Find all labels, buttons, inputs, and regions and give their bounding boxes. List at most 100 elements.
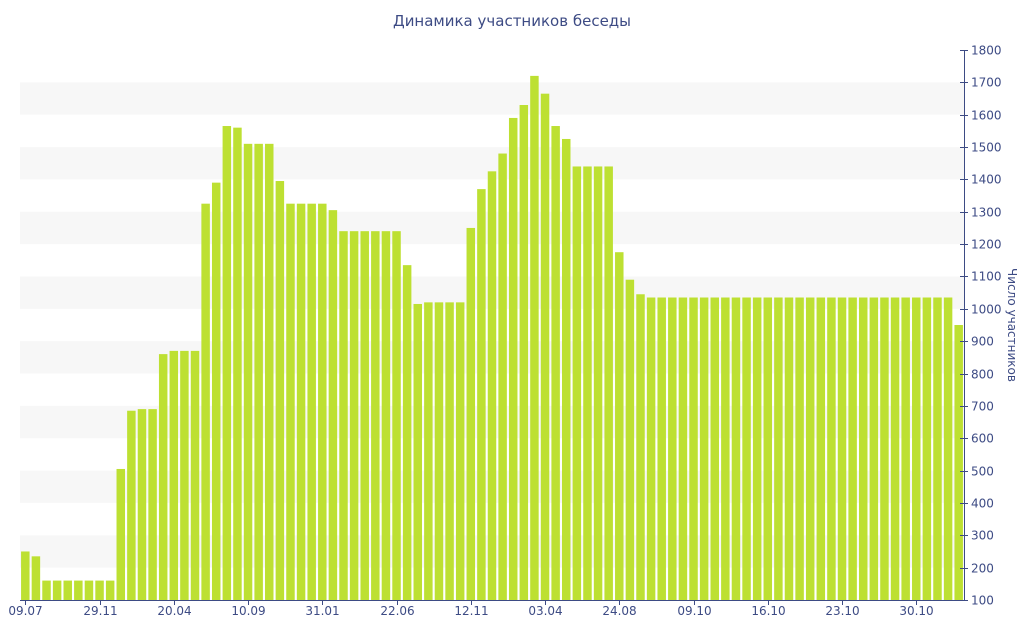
bar (148, 409, 157, 600)
bar (201, 203, 210, 601)
bar (954, 325, 963, 600)
bar (774, 297, 783, 600)
bar (933, 297, 942, 600)
bar (413, 303, 422, 600)
y-tick-label: 100 (971, 594, 994, 608)
bar (901, 297, 910, 600)
x-tick-label: 03.04 (528, 604, 562, 618)
bar (880, 297, 889, 600)
bar (646, 297, 656, 600)
bar (105, 580, 115, 600)
bar (318, 203, 327, 601)
bar (593, 166, 603, 600)
bar (243, 143, 253, 600)
bar (583, 166, 592, 600)
bar (731, 297, 741, 600)
bar (943, 297, 953, 600)
bar (211, 182, 221, 600)
x-tick-label: 20.04 (157, 604, 191, 618)
bar (74, 580, 83, 600)
bar (689, 297, 698, 600)
bar (848, 297, 857, 600)
x-tick-label: 10.09 (231, 604, 265, 618)
bar (625, 279, 635, 600)
bar (721, 297, 730, 600)
bar (137, 409, 147, 600)
bar (710, 297, 719, 600)
bar (890, 297, 900, 600)
bar (678, 297, 688, 600)
y-tick-label: 900 (971, 335, 994, 349)
x-tick-label: 24.08 (602, 604, 636, 618)
y-tick-label: 1800 (971, 44, 1002, 58)
bar (455, 302, 465, 600)
bar (307, 203, 316, 601)
chart-title: Динамика участников беседы (392, 12, 632, 30)
y-tick-label: 500 (971, 465, 994, 479)
bar (636, 294, 645, 600)
bar (508, 117, 518, 601)
bar (296, 203, 306, 601)
x-tick-label: 23.10 (825, 604, 859, 618)
bar (31, 556, 41, 600)
y-tick-label: 1200 (971, 238, 1002, 252)
y-tick-label: 200 (971, 562, 994, 576)
x-tick-label: 31.01 (305, 604, 339, 618)
bar (827, 297, 836, 600)
bar (752, 297, 762, 600)
x-tick-label: 30.10 (899, 604, 933, 618)
bar (466, 227, 476, 601)
x-tick-label: 29.11 (83, 604, 117, 618)
bar (858, 297, 868, 600)
bar (816, 297, 826, 600)
x-tick-label: 16.10 (751, 604, 785, 618)
bar (95, 580, 104, 600)
y-tick-label: 1400 (971, 173, 1002, 187)
bar (615, 252, 624, 601)
bar (286, 203, 295, 601)
y-axis-title: Число участников (1005, 268, 1019, 382)
bar (445, 302, 454, 600)
bar (275, 181, 285, 600)
bar (127, 410, 136, 600)
bar (530, 75, 539, 601)
bar (540, 93, 550, 601)
bar (519, 105, 529, 600)
bar (869, 297, 879, 600)
bar (371, 231, 380, 601)
bar (668, 297, 677, 600)
bar (657, 297, 666, 600)
bar (742, 297, 751, 600)
axes (20, 50, 968, 605)
bar (837, 297, 847, 600)
bar (572, 166, 582, 600)
bars (21, 75, 963, 601)
bar (805, 297, 815, 600)
y-tick-label: 300 (971, 529, 994, 543)
bar (21, 551, 30, 600)
bar (63, 580, 72, 600)
y-tick-label: 600 (971, 432, 994, 446)
bar (434, 302, 444, 600)
bar (190, 350, 200, 600)
bar (52, 580, 62, 600)
y-tick-label: 1100 (971, 270, 1002, 284)
y-tick-label: 1300 (971, 206, 1002, 220)
x-tick-label: 09.10 (677, 604, 711, 618)
x-tick-label: 12.11 (454, 604, 488, 618)
bar (795, 297, 804, 600)
y-tick-label: 1700 (971, 76, 1002, 90)
bar (339, 231, 348, 601)
x-tick-label: 09.07 (8, 604, 42, 618)
bar (562, 138, 571, 600)
bar (424, 302, 433, 600)
bar (84, 580, 94, 600)
bar (498, 153, 507, 600)
bar (328, 210, 338, 600)
bar (222, 126, 232, 600)
bar (180, 350, 189, 600)
tick-labels: 100 200 300 400 500 600 700 800 900 1000 1100 1200 1… (8, 44, 1001, 619)
x-tick-label: 22.06 (380, 604, 414, 618)
